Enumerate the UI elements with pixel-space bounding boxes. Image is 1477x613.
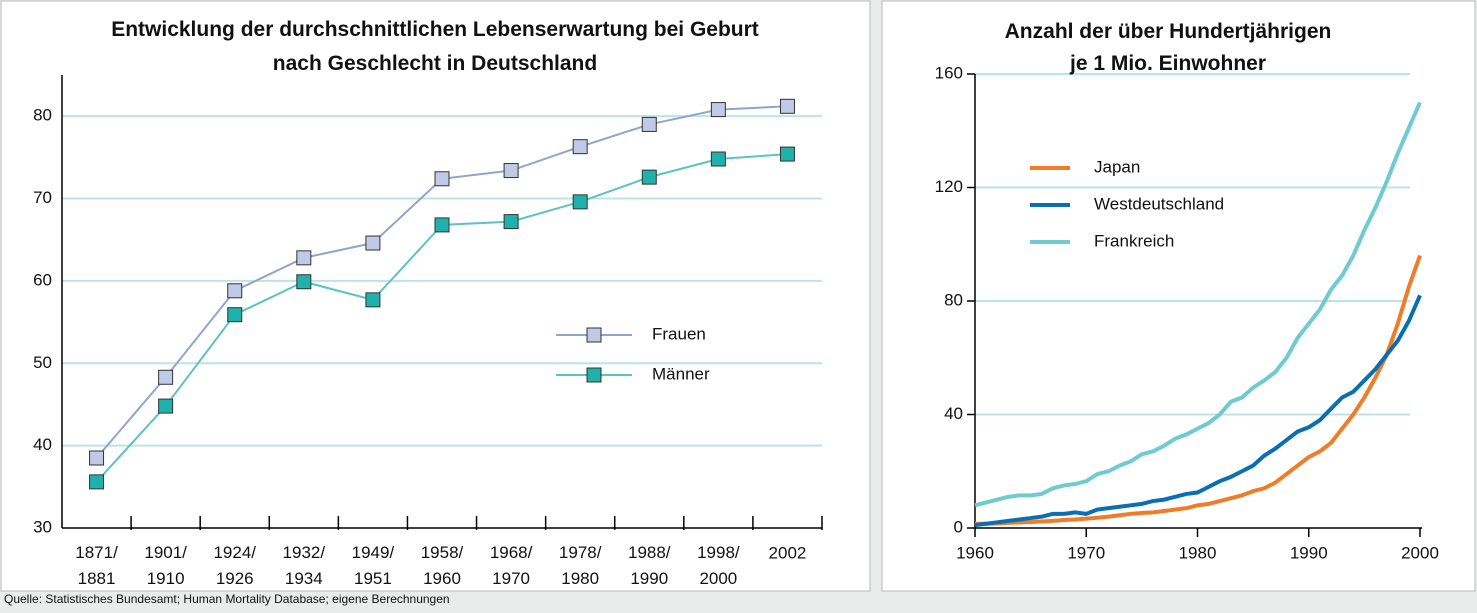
x-tick-label: 1958/1960	[421, 543, 464, 588]
legend-label: Japan	[1094, 157, 1140, 176]
panel	[881, 0, 1476, 592]
x-tick-label: 1871/1881	[75, 543, 118, 588]
source: Quelle: Statistisches Bundesamt; Human M…	[4, 592, 450, 606]
marker	[779, 146, 795, 162]
marker	[227, 283, 243, 299]
y-tick-label: 160	[935, 63, 963, 82]
x-tick-label: 1960	[956, 543, 994, 562]
x-tick-label: 2000	[1401, 543, 1439, 562]
marker	[572, 139, 588, 155]
y-tick-label: 60	[33, 270, 52, 289]
marker	[296, 250, 312, 266]
legend-marker	[586, 367, 602, 383]
x-tick-label: 1988/1990	[628, 543, 671, 588]
x-tick-label: 1924/1926	[213, 543, 256, 588]
marker	[89, 450, 105, 466]
x-tick-label: 1978/1980	[559, 543, 602, 588]
y-tick-label: 80	[944, 290, 963, 309]
y-tick-label: 0	[954, 517, 963, 536]
legend-label: Frauen	[652, 324, 706, 343]
marker	[572, 194, 588, 210]
marker	[227, 307, 243, 323]
y-tick-label: 40	[944, 404, 963, 423]
marker	[89, 474, 105, 490]
y-tick-label: 30	[33, 517, 52, 536]
marker	[779, 98, 795, 114]
marker	[503, 163, 519, 179]
chart-title: Entwicklung der durchschnittlichen Leben…	[111, 18, 759, 75]
legend-label: Westdeutschland	[1094, 194, 1224, 213]
legend-marker	[586, 327, 602, 343]
panel	[0, 0, 871, 592]
y-tick-label: 120	[935, 177, 963, 196]
marker	[641, 116, 657, 132]
legend-label: Männer	[652, 364, 710, 383]
y-tick-label: 50	[33, 353, 52, 372]
marker	[710, 151, 726, 167]
marker	[641, 169, 657, 185]
marker	[434, 217, 450, 233]
x-tick-label: 1970	[1067, 543, 1105, 562]
y-tick-label: 40	[33, 435, 52, 454]
x-tick-label: 1998/2000	[697, 543, 740, 588]
marker	[365, 235, 381, 251]
series-line	[974, 294, 1422, 528]
chart-title: Anzahl der über Hundertjährigen je 1 Mio.…	[1005, 20, 1332, 75]
marker	[710, 102, 726, 118]
marker	[158, 398, 174, 414]
marker	[365, 292, 381, 308]
y-tick-label: 80	[33, 106, 52, 125]
marker	[158, 369, 174, 385]
legend-label: Frankreich	[1094, 231, 1174, 250]
series-line	[975, 254, 1422, 526]
series-line	[974, 101, 1422, 508]
x-tick-label: 1901/1910	[144, 543, 187, 588]
x-tick-label: 2002	[769, 543, 807, 562]
x-tick-label: 1990	[1290, 543, 1328, 562]
marker	[434, 171, 450, 187]
marker	[503, 214, 519, 230]
y-tick-label: 70	[33, 188, 52, 207]
x-tick-label: 1932/1934	[283, 543, 326, 588]
marker	[296, 274, 312, 290]
x-tick-label: 1968/1970	[490, 543, 533, 588]
x-tick-label: 1949/1951	[352, 543, 395, 588]
x-tick-label: 1980	[1179, 543, 1217, 562]
